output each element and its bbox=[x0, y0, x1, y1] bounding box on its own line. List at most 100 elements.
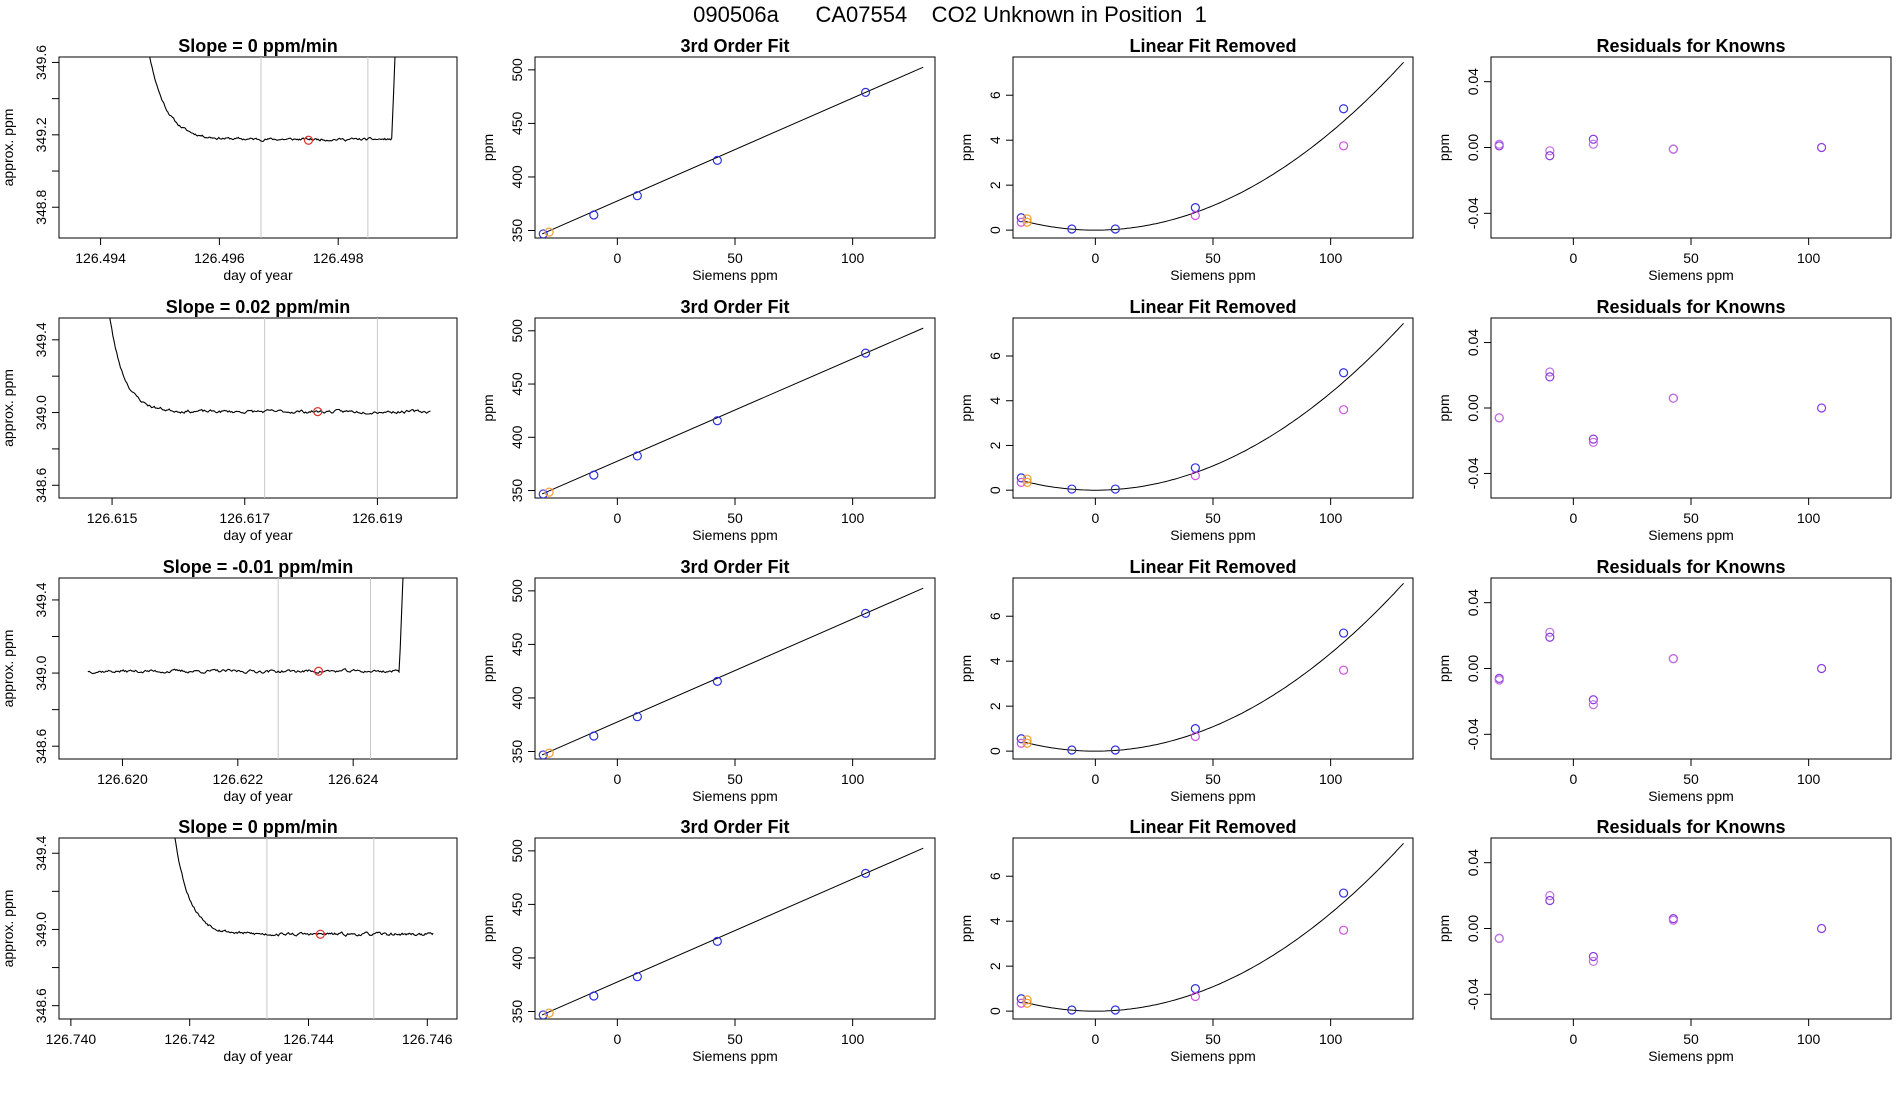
y-tick-label: 2 bbox=[987, 181, 1003, 189]
x-tick-label: 126.615 bbox=[87, 510, 138, 526]
panel-title: Residuals for Knowns bbox=[1596, 817, 1785, 837]
data-point bbox=[712, 155, 722, 165]
data-point bbox=[1338, 925, 1349, 935]
data-point bbox=[1338, 665, 1349, 675]
data-point bbox=[1494, 139, 1504, 149]
data-point bbox=[1588, 437, 1598, 447]
y-tick-label: 349.6 bbox=[33, 45, 49, 80]
panel-title: 3rd Order Fit bbox=[680, 297, 789, 317]
y-tick-label: 4 bbox=[987, 397, 1003, 405]
selected-value-point bbox=[303, 135, 314, 145]
data-point bbox=[1110, 1005, 1120, 1015]
selected-value-point bbox=[313, 666, 324, 676]
y-tick-label: 349.2 bbox=[33, 117, 49, 152]
x-axis-label: Siemens ppm bbox=[692, 1048, 778, 1064]
x-tick-label: 0 bbox=[613, 510, 621, 526]
y-axis-label: approx. ppm bbox=[0, 890, 16, 968]
data-point bbox=[1190, 471, 1200, 481]
x-tick-label: 100 bbox=[1797, 510, 1821, 526]
y-tick-label: 0 bbox=[987, 226, 1003, 234]
x-tick-label: 100 bbox=[1319, 1031, 1343, 1047]
y-tick-label: 450 bbox=[509, 893, 525, 917]
panel-resid-row-2: Residuals for Knowns 0 50 100 -0.04 0.00 0.04 S… bbox=[1436, 297, 1892, 543]
data-point bbox=[1190, 984, 1200, 994]
x-tick-label: 50 bbox=[727, 250, 743, 266]
plot-area bbox=[538, 587, 924, 759]
panel-title: 3rd Order Fit bbox=[680, 557, 789, 577]
y-tick-label: 6 bbox=[987, 872, 1003, 880]
x-tick-label: 100 bbox=[1319, 250, 1343, 266]
data-point bbox=[1190, 463, 1200, 473]
plot-area bbox=[1016, 322, 1404, 494]
y-tick-label: 400 bbox=[509, 165, 525, 189]
data-point bbox=[1545, 895, 1555, 906]
data-point bbox=[1022, 477, 1032, 487]
data-point bbox=[1110, 745, 1120, 755]
data-point bbox=[1588, 134, 1598, 144]
selected-value-point bbox=[313, 407, 323, 417]
data-point bbox=[1067, 1005, 1077, 1015]
y-tick-label: 2 bbox=[987, 962, 1003, 970]
plot-frame bbox=[58, 577, 458, 760]
panel-title: Residuals for Knowns bbox=[1596, 36, 1785, 56]
y-tick-label: 348.6 bbox=[33, 468, 49, 503]
y-tick-label: 349.0 bbox=[33, 655, 49, 690]
y-tick-label: 4 bbox=[987, 136, 1003, 144]
x-tick-label: 100 bbox=[841, 1031, 865, 1047]
fit-line bbox=[541, 66, 924, 235]
selected-value-point bbox=[315, 929, 325, 939]
data-point bbox=[1545, 632, 1555, 642]
data-point bbox=[860, 608, 871, 618]
data-point bbox=[1338, 405, 1349, 415]
plot-area bbox=[1494, 627, 1827, 710]
x-axis-label: Siemens ppm bbox=[1648, 527, 1734, 543]
plot-frame bbox=[58, 837, 458, 1020]
data-point bbox=[1588, 700, 1598, 710]
data-point bbox=[860, 87, 871, 97]
data-point bbox=[1022, 214, 1032, 224]
y-axis-label: ppm bbox=[1436, 655, 1452, 682]
data-point bbox=[1338, 628, 1349, 638]
data-point bbox=[1816, 663, 1827, 674]
plot-area bbox=[87, 578, 404, 759]
y-tick-label: 348.6 bbox=[33, 988, 49, 1023]
data-point bbox=[632, 712, 642, 722]
plot-frame bbox=[1490, 317, 1892, 499]
x-tick-label: 100 bbox=[1319, 510, 1343, 526]
x-tick-label: 126.620 bbox=[97, 771, 148, 787]
x-tick-label: 126.742 bbox=[164, 1031, 215, 1047]
y-tick-label: 2 bbox=[987, 702, 1003, 710]
y-tick-label: 348.8 bbox=[33, 190, 49, 225]
data-point bbox=[1668, 915, 1678, 925]
data-point bbox=[1545, 146, 1555, 156]
data-point bbox=[538, 750, 548, 759]
panel-linfit-row-1: Linear Fit Removed 0 50 100 0 2 4 6 Siemens ppm p… bbox=[958, 36, 1414, 283]
x-tick-label: 100 bbox=[841, 510, 865, 526]
data-point bbox=[1588, 951, 1598, 962]
concentration-trace bbox=[87, 578, 404, 675]
data-point bbox=[1022, 474, 1032, 484]
x-tick-label: 126.740 bbox=[46, 1031, 97, 1047]
x-tick-label: 50 bbox=[1683, 771, 1699, 787]
x-tick-label: 50 bbox=[1205, 1031, 1221, 1047]
plot-frame bbox=[58, 56, 458, 239]
y-tick-label: 350 bbox=[509, 479, 525, 503]
data-point bbox=[1338, 888, 1349, 898]
x-axis-label: Siemens ppm bbox=[1648, 1048, 1734, 1064]
data-point bbox=[1816, 403, 1827, 413]
data-point bbox=[712, 676, 722, 686]
data-point bbox=[544, 487, 554, 497]
data-point bbox=[1545, 627, 1555, 637]
x-axis-label: Siemens ppm bbox=[1170, 267, 1256, 283]
data-point bbox=[712, 936, 722, 946]
data-point bbox=[1190, 991, 1200, 1002]
data-point bbox=[1494, 413, 1504, 423]
y-tick-label: -0.04 bbox=[1465, 197, 1481, 229]
data-point bbox=[1545, 151, 1555, 161]
x-tick-label: 0 bbox=[613, 1031, 621, 1047]
fit-curve bbox=[1022, 322, 1404, 491]
panel-resid-row-3: Residuals for Knowns 0 50 100 -0.04 0.00 0.04 S… bbox=[1436, 557, 1892, 804]
y-tick-label: 450 bbox=[509, 112, 525, 136]
data-point bbox=[589, 210, 599, 220]
